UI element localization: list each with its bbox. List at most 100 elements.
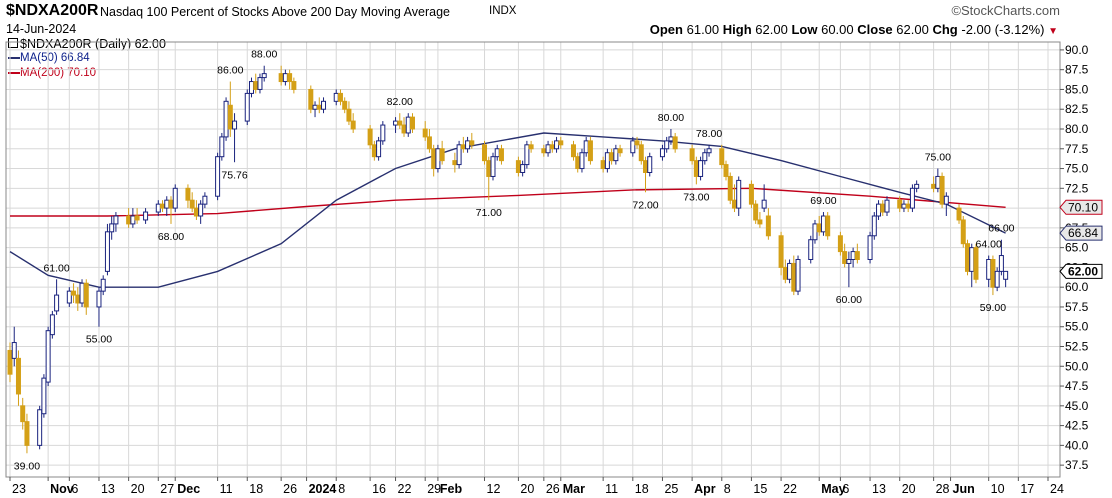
ma200-line — [10, 187, 1006, 217]
candle-body — [731, 199, 737, 209]
candle-body — [613, 148, 619, 162]
x-tick-label: 12 — [487, 482, 501, 496]
candle-body — [160, 203, 166, 209]
candle-body — [854, 251, 860, 261]
candle-body — [261, 73, 267, 79]
x-tick-label: 25 — [664, 482, 678, 496]
price-annotation: 75.76 — [221, 170, 247, 182]
candle-body — [702, 152, 708, 162]
candle-body — [587, 140, 593, 162]
brand-logo[interactable]: ©StockCharts.com — [951, 3, 1060, 18]
x-tick-label: 24 — [1050, 482, 1064, 496]
candle-body — [659, 148, 665, 158]
candle-body — [812, 223, 818, 241]
low-value: 60.00 — [821, 22, 854, 37]
x-tick-label: 13 — [872, 482, 886, 496]
candle-body — [998, 255, 1004, 272]
candle-body — [939, 175, 945, 205]
candle-body — [579, 152, 585, 170]
ohlc-readout: Open 61.00 High 62.00 Low 60.00 Close 62… — [650, 22, 1058, 37]
x-tick-label: 8 — [338, 482, 345, 496]
price-annotation: 60.00 — [836, 294, 862, 306]
candle-body — [880, 203, 886, 213]
price-annotation: 55.00 — [86, 334, 112, 346]
candle-body — [24, 421, 30, 446]
y-tick-label: 40.0 — [1065, 438, 1089, 452]
last-value-label: 62.00 — [1068, 264, 1098, 278]
x-tick-label: 8 — [724, 482, 731, 496]
candle-body — [198, 203, 204, 217]
y-tick-label: 80.0 — [1065, 122, 1089, 136]
candle-body — [482, 144, 488, 162]
candle-body — [782, 266, 788, 280]
candle-body — [333, 92, 339, 102]
candle-body — [820, 215, 826, 233]
candle-body — [757, 219, 763, 225]
candle-body — [914, 183, 920, 189]
candle-body — [498, 148, 504, 162]
high-value: 62.00 — [755, 22, 788, 37]
candle-body — [795, 259, 801, 292]
x-tick-label: 20 — [520, 482, 534, 496]
candle-body — [520, 164, 526, 174]
candle-body — [943, 195, 949, 205]
y-tick-label: 90.0 — [1065, 43, 1089, 57]
chg-value: -2.00 (-3.12%) — [961, 22, 1045, 37]
candle-body — [871, 215, 877, 237]
candle-body — [193, 207, 199, 217]
price-annotation: 78.00 — [696, 128, 722, 140]
candle-body — [308, 88, 314, 110]
legend-ma50-label: MA(50) 66.84 — [20, 52, 90, 64]
chart-date: 14-Jun-2024 — [6, 22, 77, 36]
x-tick-label: Nov — [50, 482, 74, 496]
candle-body — [850, 251, 856, 261]
last-value-label: 70.10 — [1068, 200, 1098, 214]
candle-body — [79, 282, 85, 304]
candle-body — [342, 100, 348, 110]
y-tick-label: 47.5 — [1065, 379, 1089, 393]
x-tick-label: 26 — [283, 482, 297, 496]
down-triangle-icon: ▼ — [1048, 26, 1058, 37]
price-annotation: 72.00 — [632, 199, 658, 211]
candle-body — [244, 92, 250, 122]
close-value: 62.00 — [896, 22, 929, 37]
candle-body — [431, 148, 437, 170]
candle-body — [397, 120, 403, 126]
symbol-description: Nasdaq 100 Percent of Stocks Above 200 D… — [100, 5, 450, 19]
open-label: Open — [649, 22, 683, 37]
x-tick-label: 15 — [753, 482, 767, 496]
candle-body — [232, 120, 238, 130]
candle-body — [515, 160, 521, 174]
candle-body — [426, 136, 432, 150]
last-value-label: 66.84 — [1068, 226, 1098, 240]
candle-body — [494, 148, 500, 158]
candle-body — [223, 100, 229, 138]
candle-body — [837, 235, 843, 253]
y-tick-label: 82.5 — [1065, 102, 1089, 116]
candle-body — [278, 73, 284, 83]
candle-body — [570, 144, 576, 158]
candle-body — [490, 156, 496, 177]
x-tick-label: 18 — [249, 482, 263, 496]
candle-body — [931, 183, 937, 189]
candle-body — [965, 243, 971, 272]
candle-body — [990, 259, 996, 288]
candle-body — [791, 262, 797, 292]
candle-body — [778, 235, 784, 268]
candle-body — [100, 278, 106, 292]
price-annotation: 61.00 — [43, 262, 69, 274]
x-tick-label: Mar — [563, 482, 585, 496]
candle-body — [130, 215, 136, 225]
candle-body — [380, 124, 386, 142]
x-tick-label: 11 — [220, 482, 233, 496]
y-tick-label: 77.5 — [1065, 142, 1089, 156]
y-tick-label: 57.5 — [1065, 300, 1089, 314]
candle-body — [867, 235, 873, 260]
candle-body — [748, 183, 754, 205]
candle-body — [554, 140, 560, 150]
candle-body — [172, 187, 178, 209]
x-tick-label: 26 — [546, 482, 560, 496]
candle-body — [291, 81, 297, 90]
